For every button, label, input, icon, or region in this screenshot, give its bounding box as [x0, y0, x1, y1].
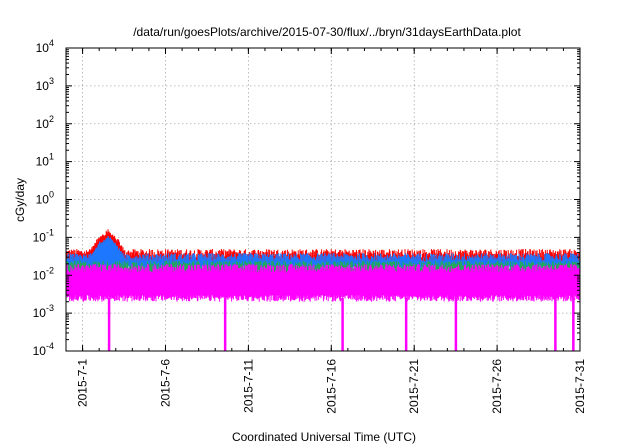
chart-title: /data/run/goesPlots/archive/2015-07-30/f… — [133, 25, 521, 39]
series-dropout — [404, 298, 408, 351]
y-axis-label: cGy/day — [13, 178, 27, 222]
y-tick-label: 10-4 — [33, 341, 54, 358]
series-layer — [65, 229, 581, 351]
y-tick-label: 10-3 — [33, 303, 54, 320]
y-tick-label: 10-2 — [33, 265, 54, 282]
series-dropout — [572, 298, 575, 351]
y-tick-label: 101 — [36, 152, 54, 169]
series-dropout — [107, 298, 111, 351]
series-dropout — [554, 298, 557, 351]
series-line — [65, 264, 581, 351]
y-tick-label: 102 — [36, 114, 54, 131]
x-tick-label: 2015-7-21 — [407, 359, 421, 414]
y-tick-label: 10-1 — [33, 227, 54, 244]
x-axis-label: Coordinated Universal Time (UTC) — [232, 430, 416, 444]
x-tick-label: 2015-7-26 — [490, 359, 504, 414]
x-tick-label: 2015-7-6 — [158, 359, 172, 407]
x-axis: 2015-7-1 2015-7-6 2015-7-11 2015-7-16 2015-7… — [65, 48, 587, 414]
series-dropout — [223, 298, 227, 351]
series-band — [65, 264, 581, 302]
series-dropout — [454, 298, 458, 351]
y-tick-label: 104 — [36, 38, 54, 55]
x-tick-label: 2015-7-11 — [241, 359, 255, 413]
y-tick-label: 103 — [36, 76, 54, 93]
x-tick-label: 2015-7-16 — [324, 359, 338, 414]
series-dropout — [341, 298, 344, 351]
grid — [66, 48, 581, 351]
x-tick-label: 2015-7-1 — [76, 359, 90, 407]
y-tick-label: 100 — [36, 190, 54, 207]
x-tick-label: 2015-7-31 — [573, 359, 587, 414]
